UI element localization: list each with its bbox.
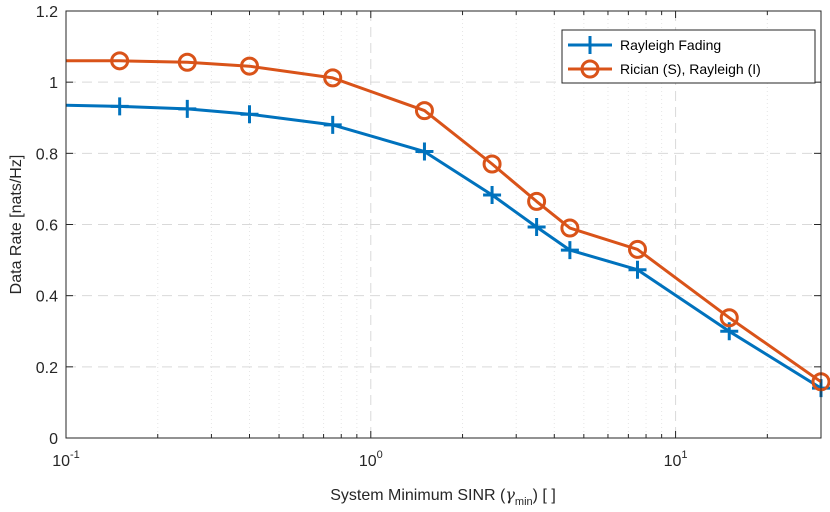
x-tick-label: 100: [359, 449, 383, 470]
data-point: [483, 185, 502, 204]
y-tick-label: 0: [49, 431, 58, 448]
y-axis-label: Data Rate [nats/Hz]: [8, 155, 25, 295]
y-tick-label: 1.2: [36, 4, 58, 21]
series-line: [66, 59, 822, 384]
data-point: [323, 115, 342, 134]
data-point: [482, 154, 502, 174]
data-point: [628, 260, 647, 279]
x-tick-label: 10-1: [52, 449, 80, 470]
data-point: [110, 51, 130, 71]
y-tick-label: 0.6: [36, 218, 58, 235]
data-point: [240, 105, 259, 124]
y-tick-label: 1: [49, 75, 58, 92]
legend-label: Rayleigh Fading: [620, 37, 721, 53]
data-point: [719, 308, 739, 328]
series-2: [66, 51, 830, 392]
x-tick-labels: 10-1 100 101: [52, 449, 687, 470]
series-1: [65, 97, 830, 398]
y-tick-label: 0.2: [36, 360, 58, 377]
legend-box: [561, 29, 816, 84]
legend: Rayleigh Fading Rician (S), Rayleigh (I): [561, 29, 816, 84]
x-tick-label: 101: [664, 449, 688, 470]
data-point: [527, 191, 547, 211]
legend-marker: [580, 59, 600, 79]
data-point: [527, 217, 546, 236]
y-tick-label: 0.4: [36, 289, 58, 306]
plot-frame: [65, 10, 822, 439]
data-point: [177, 52, 197, 72]
series-line: [65, 103, 822, 390]
y-tick-label: 0.8: [36, 146, 58, 163]
data-point: [414, 101, 434, 121]
series-lines: [65, 51, 830, 398]
data-point: [560, 218, 580, 238]
legend-marker: [581, 36, 599, 54]
x-axis-label: System Minimum SINR (γmin) [ ]: [330, 485, 556, 508]
data-point: [560, 241, 579, 260]
legend-label: Rician (S), Rayleigh (I): [620, 61, 761, 77]
data-point: [323, 68, 343, 88]
data-point: [240, 56, 260, 76]
data-point: [627, 239, 647, 259]
data-point: [415, 142, 434, 161]
data-point: [178, 99, 197, 118]
data-point: [110, 97, 129, 116]
y-tick-labels: 0 0.2 0.4 0.6 0.8 1 1.2: [36, 4, 58, 448]
